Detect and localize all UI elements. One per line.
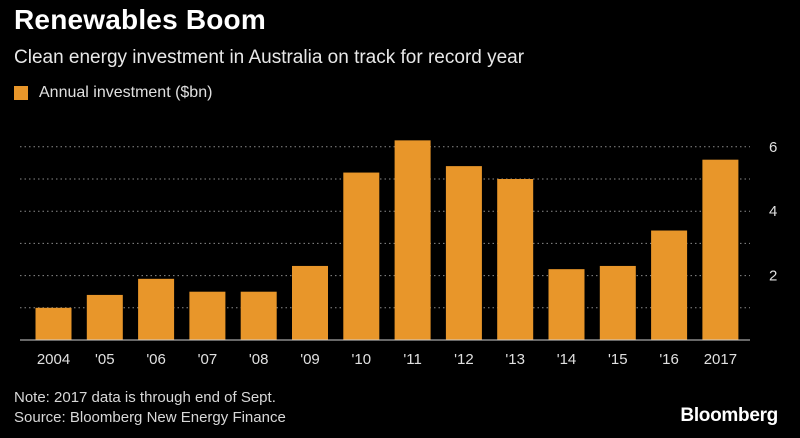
x-tick-label-9: '13 — [505, 351, 525, 368]
footnotes: Note: 2017 data is through end of Sept. … — [14, 388, 286, 428]
x-tick-label-13: 2017 — [704, 351, 737, 368]
chart-subtitle: Clean energy investment in Australia on … — [14, 47, 525, 68]
bar-11 — [599, 265, 636, 340]
bloomberg-logo: Bloomberg — [680, 405, 778, 426]
chart-title: Renewables Boom — [14, 4, 266, 35]
x-tick-label-12: '16 — [659, 351, 679, 368]
legend-swatch — [14, 86, 28, 100]
bar-8 — [445, 166, 482, 340]
bar-3 — [189, 291, 226, 340]
source-text: Source: Bloomberg New Energy Finance — [14, 409, 286, 426]
y-tick-label-4: 4 — [769, 203, 777, 220]
x-tick-label-11: '15 — [608, 351, 628, 368]
y-tick-label-6: 6 — [769, 139, 777, 156]
bar-0 — [35, 307, 72, 340]
legend-label: Annual investment ($bn) — [39, 84, 213, 101]
bar-13 — [702, 159, 739, 340]
y-tick-label-2: 2 — [769, 268, 777, 285]
x-tick-label-6: '10 — [352, 351, 372, 368]
bar-7 — [394, 140, 431, 340]
bar-6 — [343, 172, 380, 340]
x-tick-label-3: '07 — [198, 351, 218, 368]
x-tick-label-0: 2004 — [37, 351, 70, 368]
bar-5 — [292, 265, 328, 340]
note-text: Note: 2017 data is through end of Sept. — [14, 389, 276, 406]
x-tick-label-8: '12 — [454, 351, 474, 368]
x-tick-label-10: '14 — [557, 351, 577, 368]
bar-12 — [651, 230, 688, 340]
bar-9 — [497, 179, 534, 340]
x-tick-label-2: '06 — [146, 351, 166, 368]
x-tick-label-1: '05 — [95, 351, 115, 368]
bar-1 — [86, 294, 123, 340]
bar-2 — [138, 278, 175, 340]
x-tick-label-7: '11 — [403, 351, 421, 368]
x-tick-label-4: '08 — [249, 351, 269, 368]
bar-4 — [240, 291, 277, 340]
bar-10 — [548, 269, 585, 340]
x-tick-label-5: '09 — [300, 351, 320, 368]
legend: Annual investment ($bn) — [14, 84, 212, 102]
